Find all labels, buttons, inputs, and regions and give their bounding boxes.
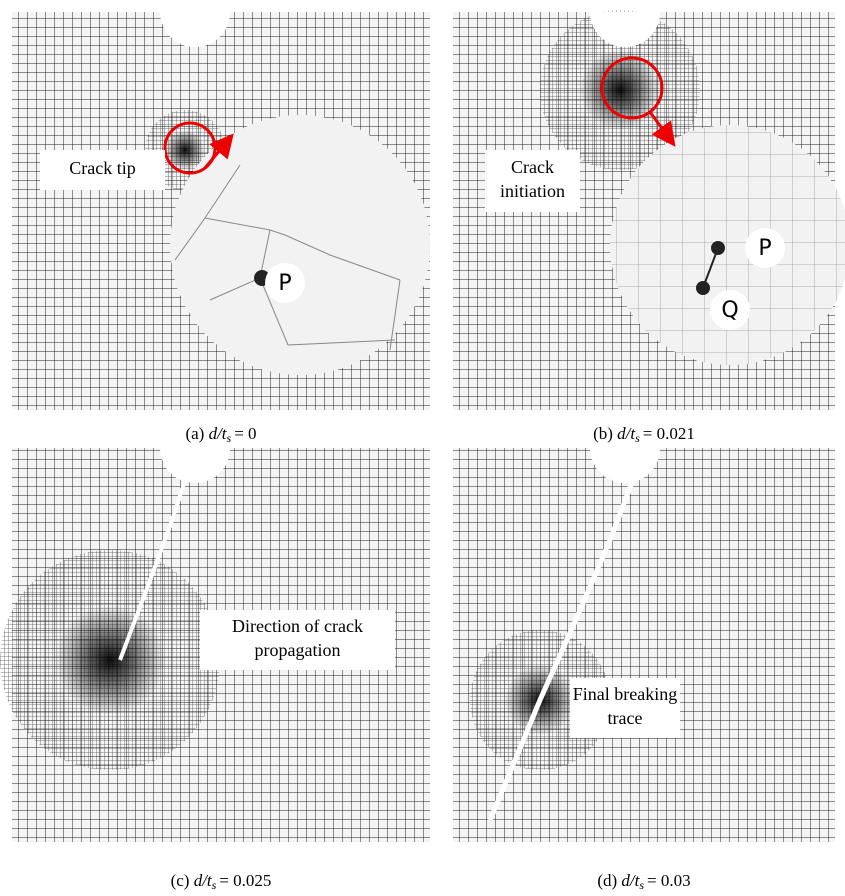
annotation: Crack — [511, 157, 554, 177]
dense-core — [55, 605, 165, 715]
caption-label: (c) — [171, 871, 190, 890]
annotation: propagation — [255, 640, 341, 660]
caption-subscript: s — [212, 878, 217, 892]
figure: PCrack tip(a) d/ts= 0PQCrackinitiation(b… — [0, 0, 845, 896]
annotation: initiation — [500, 181, 565, 201]
caption-subscript: s — [227, 431, 232, 445]
panel: P Q Crack initiation (b) d/ts= 0.021 — [453, 10, 845, 445]
point — [696, 281, 710, 295]
caption: (c) d/ts= 0.025 — [171, 871, 272, 892]
annotation: Direction of crack — [232, 616, 363, 636]
point-label: Q — [721, 298, 738, 323]
caption-value: = 0.03 — [647, 871, 691, 890]
caption: (a) d/ts= 0 — [185, 424, 256, 445]
caption-label: (b) — [593, 424, 613, 443]
annotation: trace — [608, 708, 643, 728]
panel: P Crack tip (a) d/ts= 0 — [12, 12, 430, 445]
caption-subscript: s — [639, 878, 644, 892]
caption-label: (d) — [597, 871, 617, 890]
annotation: Crack tip — [69, 158, 135, 178]
caption-value: = 0 — [234, 424, 256, 443]
caption-value: = 0.025 — [219, 871, 271, 890]
annotation: Final breaking — [573, 684, 677, 704]
page: PCrack tip(a) d/ts= 0PQCrackinitiation(b… — [0, 0, 845, 896]
caption-subscript: s — [635, 431, 640, 445]
caption-variable: d/t — [621, 871, 640, 890]
caption-value: = 0.021 — [643, 424, 695, 443]
panel: Direction of crack propagation (c) d/ts= 0… — [0, 448, 430, 892]
panel: Final breaking trace (d) d/ts= 0.03 — [453, 448, 835, 892]
point-label: P — [278, 271, 291, 296]
zoom-view — [170, 115, 430, 375]
point-label: P — [758, 236, 771, 261]
caption-variable: d/t — [617, 424, 636, 443]
caption-variable: d/t — [194, 871, 213, 890]
caption: (d) d/ts= 0.03 — [597, 871, 690, 892]
point — [711, 241, 725, 255]
caption-variable: d/t — [209, 424, 228, 443]
caption: (b) d/ts= 0.021 — [593, 424, 695, 445]
caption-label: (a) — [185, 424, 204, 443]
